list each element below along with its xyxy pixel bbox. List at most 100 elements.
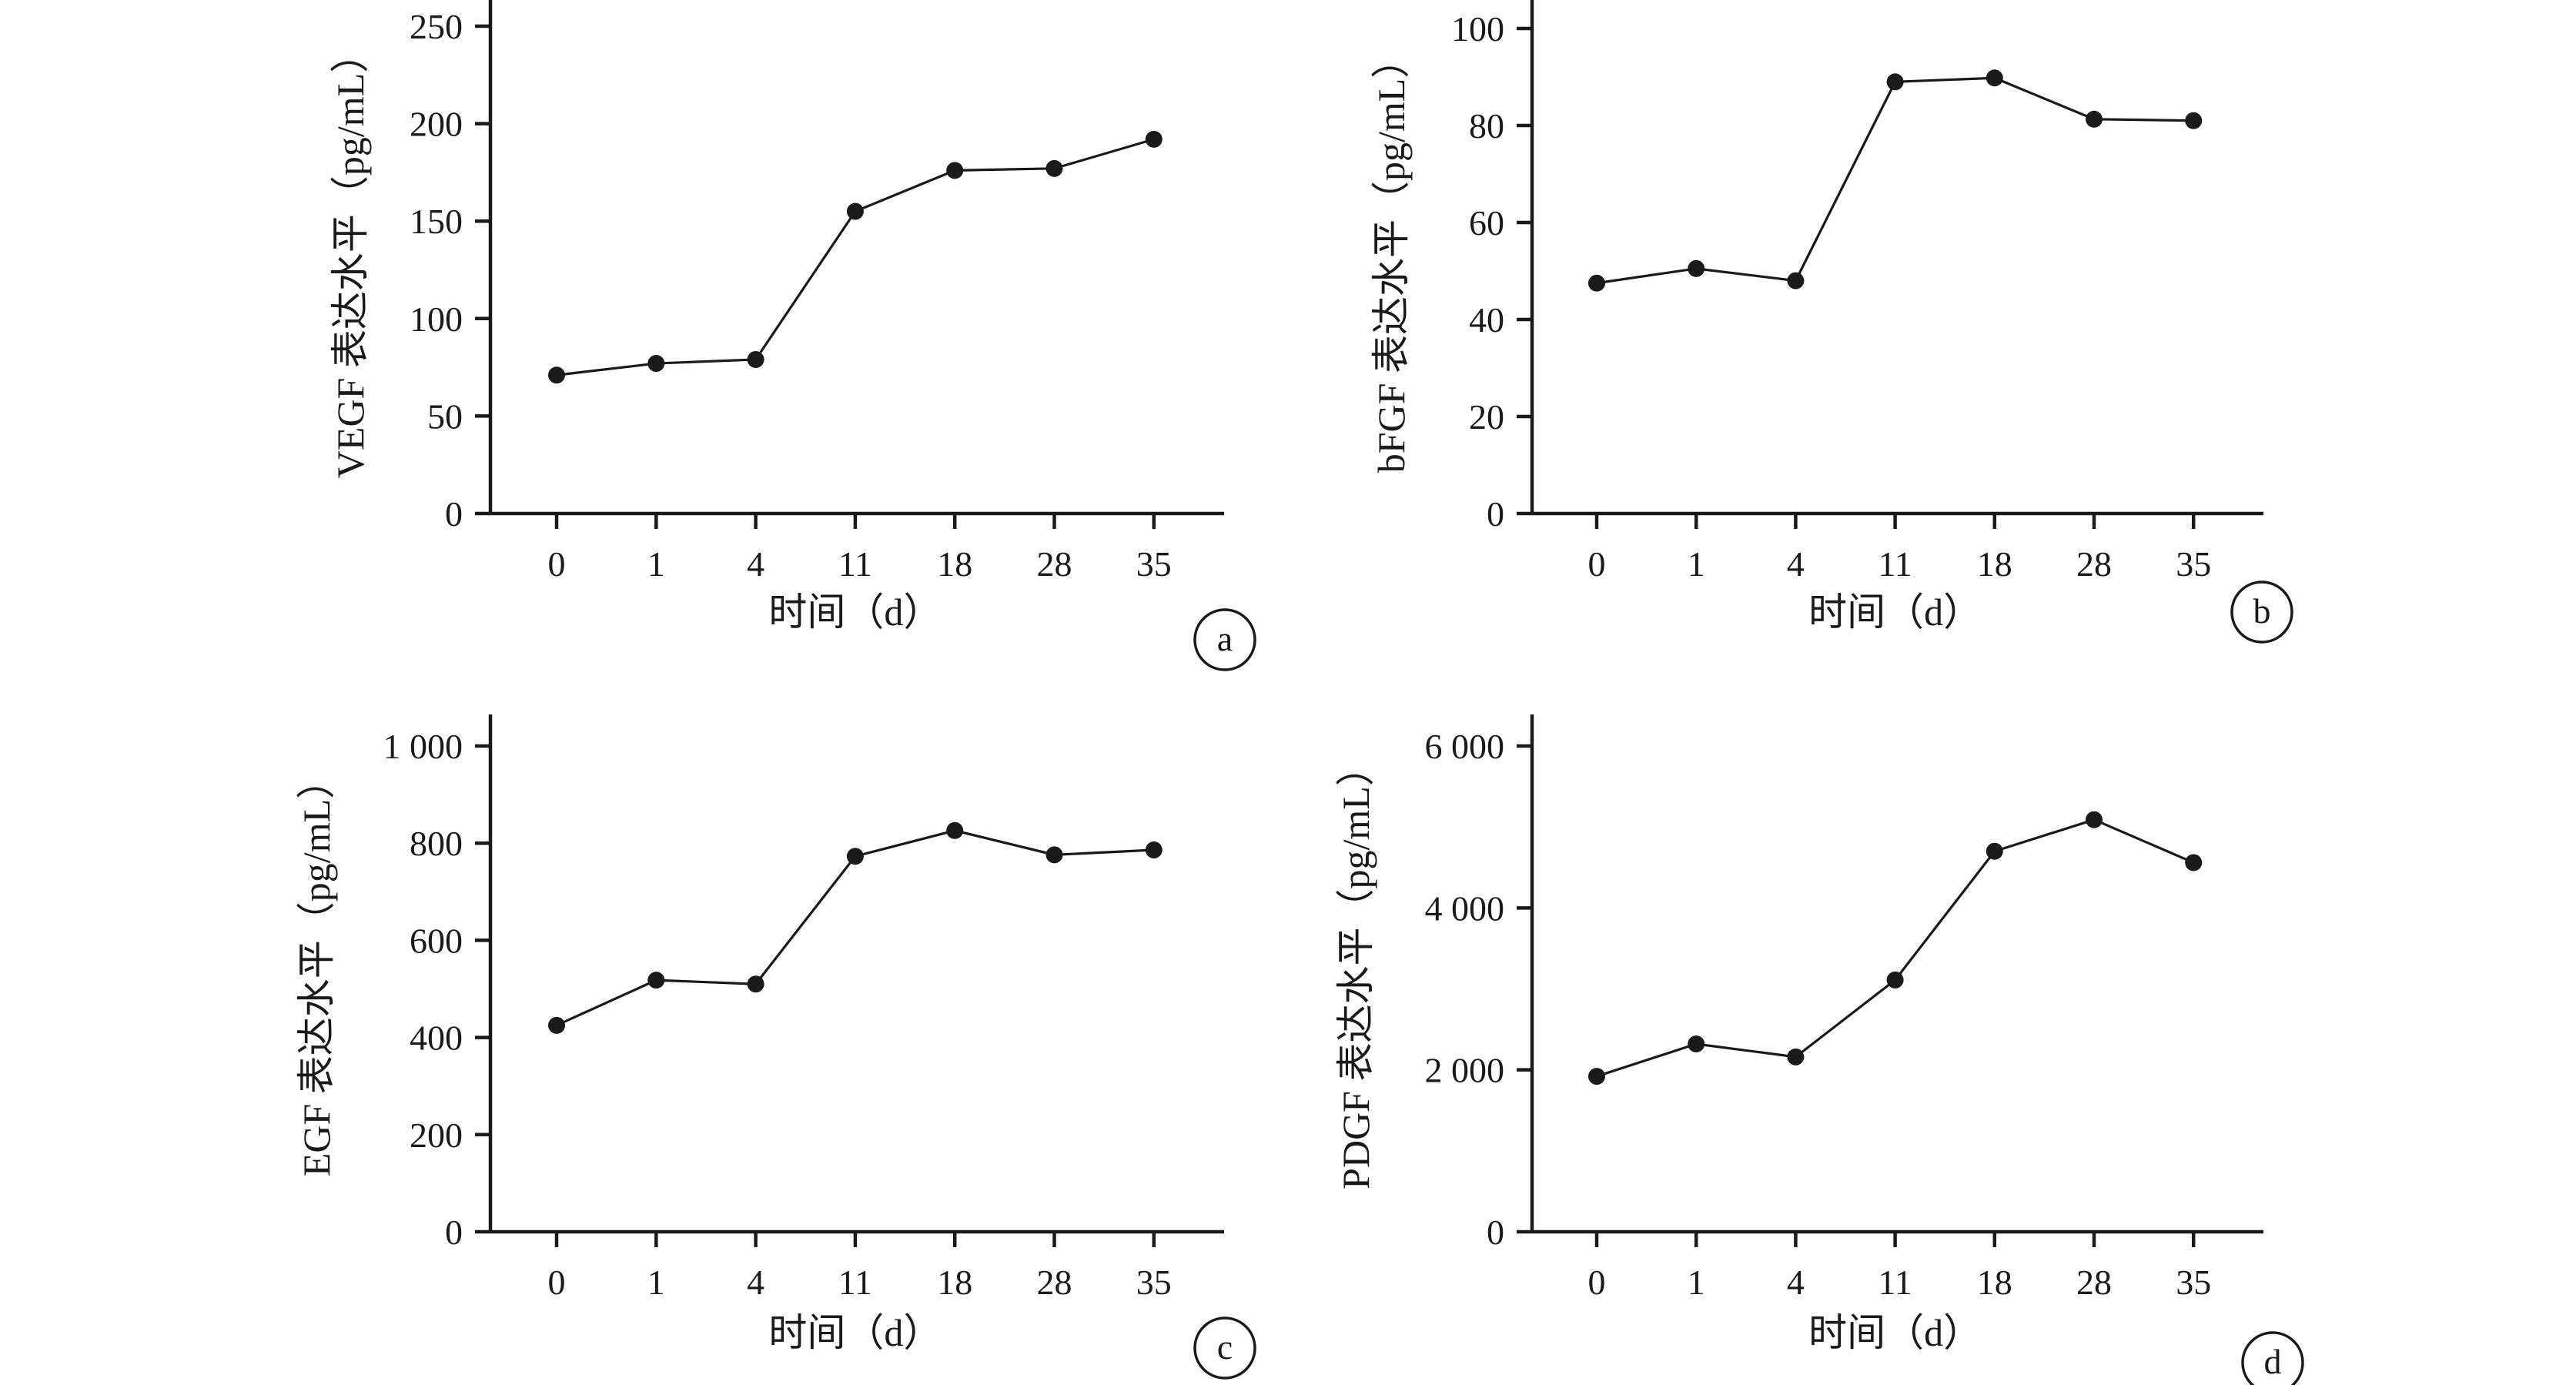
x-tick-label: 1 (1688, 1263, 1705, 1302)
data-point (2086, 811, 2103, 828)
panel-label-circle (2241, 1331, 2304, 1385)
data-point (2185, 854, 2203, 871)
y-tick-label: 6 000 (1425, 727, 1505, 766)
chart-panel-d: 0 2 000 4 000 6 000 0 1 4 11 18 28 35 PDGF 表达水平（pg/… (1334, 714, 2304, 1385)
x-axis-label: 时间（d） (768, 1311, 942, 1354)
x-tick-label: 18 (1977, 1263, 2012, 1302)
x-tick-label: 0 (548, 1263, 566, 1302)
data-point (1886, 971, 1904, 989)
panel-label: a (1217, 619, 1233, 658)
data-point (2086, 110, 2103, 128)
x-axis-label: 时间（d） (768, 590, 942, 634)
y-tick-label: 60 (1469, 203, 1504, 243)
y-tick-label: 200 (410, 1116, 463, 1155)
data-point (846, 848, 864, 865)
y-tick-label: 2 000 (1425, 1051, 1505, 1090)
y-tick-label: 250 (410, 7, 463, 46)
y-tick-label: 80 (1469, 106, 1504, 146)
x-tick-label: 11 (838, 544, 872, 584)
y-tick-label: 100 (410, 299, 463, 339)
y-tick-label: 20 (1469, 397, 1504, 437)
data-point (647, 355, 665, 373)
x-tick-label: 4 (1787, 1263, 1805, 1302)
y-tick-label: 40 (1469, 300, 1504, 340)
y-tick-label: 0 (445, 1213, 463, 1252)
y-tick-label: 200 (410, 105, 463, 144)
y-tick-label: 1 000 (383, 727, 463, 766)
y-tick-label: 0 (1487, 494, 1504, 534)
data-point (946, 821, 964, 839)
data-point (548, 366, 565, 384)
x-tick-label: 18 (1977, 544, 2012, 584)
data-point (846, 202, 864, 220)
y-tick-label: 400 (410, 1019, 463, 1058)
panel-label-circle (1193, 608, 1256, 671)
x-tick-label: 0 (1588, 1263, 1606, 1302)
y-axis-label: PDGF 表达水平（pg/mL） (1334, 748, 1377, 1189)
chart-panel-a: 0 50 100 150 200 250 0 1 4 11 18 28 35 VEGF 表达水平（pg/m… (329, 0, 1256, 671)
data-point (1986, 69, 2003, 87)
data-point (1787, 272, 1805, 289)
x-tick-label: 4 (747, 544, 764, 584)
x-tick-label: 28 (1037, 544, 1072, 584)
data-point (647, 972, 665, 989)
data-point (946, 162, 964, 179)
panel-label: b (2253, 591, 2271, 631)
y-tick-label: 800 (410, 824, 463, 863)
x-tick-label: 28 (2076, 544, 2112, 584)
x-tick-label: 35 (2176, 544, 2211, 584)
data-point (2185, 112, 2203, 129)
x-tick-label: 11 (1878, 1263, 1912, 1302)
y-axis-label: bFGF 表达水平（pg/mL） (1370, 40, 1413, 473)
y-tick-label: 100 (1451, 9, 1504, 49)
y-tick-label: 0 (445, 494, 463, 534)
y-tick-label: 150 (410, 202, 463, 241)
y-axis-label: EGF 表达水平（pg/mL） (295, 761, 338, 1176)
x-axis-label: 时间（d） (1808, 1311, 1982, 1354)
y-tick-label: 50 (427, 396, 463, 436)
panel-label-circle (1193, 1316, 1256, 1380)
x-tick-label: 1 (1688, 544, 1705, 584)
series-line (1596, 76, 2194, 285)
series-line (556, 138, 1155, 376)
y-tick-label: 4 000 (1425, 888, 1505, 928)
chart-panel-c: 0 200 400 600 800 1 000 0 1 4 11 18 28 35 EGF 表达水平（pg… (295, 714, 1256, 1380)
data-point (1688, 259, 1705, 277)
y-axis-label: VEGF 表达水平（pg/mL） (329, 35, 372, 478)
x-tick-label: 4 (1787, 544, 1805, 584)
x-tick-label: 28 (1037, 1263, 1072, 1302)
x-tick-label: 1 (647, 1263, 665, 1302)
chart-panel-b: 0 20 40 60 80 100 0 1 4 11 18 28 35 bFGF 表达水平（pg/mL） 时… (1370, 0, 2293, 644)
x-tick-label: 18 (937, 1263, 972, 1302)
y-tick-label: 0 (1487, 1213, 1504, 1252)
data-point (1145, 841, 1163, 859)
x-tick-label: 35 (2176, 1263, 2211, 1302)
x-tick-label: 35 (1136, 1263, 1172, 1302)
x-tick-label: 28 (2076, 1263, 2112, 1302)
x-tick-label: 35 (1136, 544, 1172, 584)
data-point (1787, 1048, 1805, 1066)
data-point (1886, 73, 1904, 91)
x-tick-label: 11 (838, 1263, 872, 1302)
series-line (1596, 818, 2194, 1078)
data-point (1588, 274, 1605, 292)
data-point (1986, 842, 2003, 860)
x-tick-label: 1 (647, 544, 665, 584)
x-tick-label: 0 (1588, 544, 1606, 584)
data-point (1045, 846, 1063, 864)
y-tick-label: 600 (410, 921, 463, 960)
data-point (747, 350, 764, 368)
panel-label: c (1217, 1327, 1233, 1367)
data-point (1045, 159, 1063, 177)
data-point (1588, 1068, 1605, 1086)
data-point (1688, 1035, 1705, 1053)
panel-label: d (2264, 1342, 2282, 1381)
data-point (1145, 130, 1163, 148)
panel-label-circle (2230, 580, 2293, 644)
x-tick-label: 0 (548, 544, 566, 584)
data-point (548, 1016, 565, 1034)
x-tick-label: 18 (937, 544, 972, 584)
x-tick-label: 4 (747, 1263, 764, 1302)
data-point (747, 975, 764, 993)
